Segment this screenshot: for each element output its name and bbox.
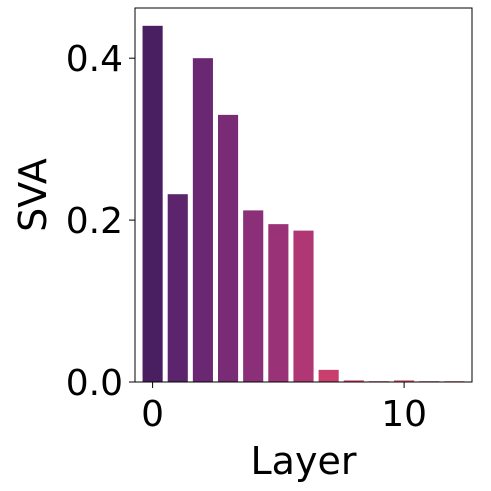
bar-layer-2 [192, 58, 213, 382]
y-axis: 0.0 0.2 0.4 [66, 39, 135, 404]
bars [142, 25, 465, 383]
y-tick-label: 0.2 [66, 201, 123, 242]
bar-layer-6 [293, 230, 314, 382]
bar-layer-3 [217, 114, 239, 382]
y-tick-label: 0.4 [66, 39, 123, 80]
bar-layer-4 [243, 210, 264, 382]
bar-layer-1 [167, 194, 188, 382]
bar-layer-8 [343, 380, 364, 382]
bar-layer-0 [142, 25, 163, 383]
bar-layer-7 [318, 369, 339, 382]
x-tick-label: 10 [381, 394, 427, 435]
bar-layer-5 [268, 224, 289, 382]
x-axis-title: Layer [251, 439, 357, 483]
plot-frame [134, 7, 473, 383]
y-tick-label: 0.0 [66, 363, 123, 404]
x-axis: 0 10 [141, 382, 427, 435]
x-tick-label: 0 [141, 394, 164, 435]
y-axis-title: SVA [11, 158, 55, 232]
bar-layer-10 [394, 380, 415, 382]
